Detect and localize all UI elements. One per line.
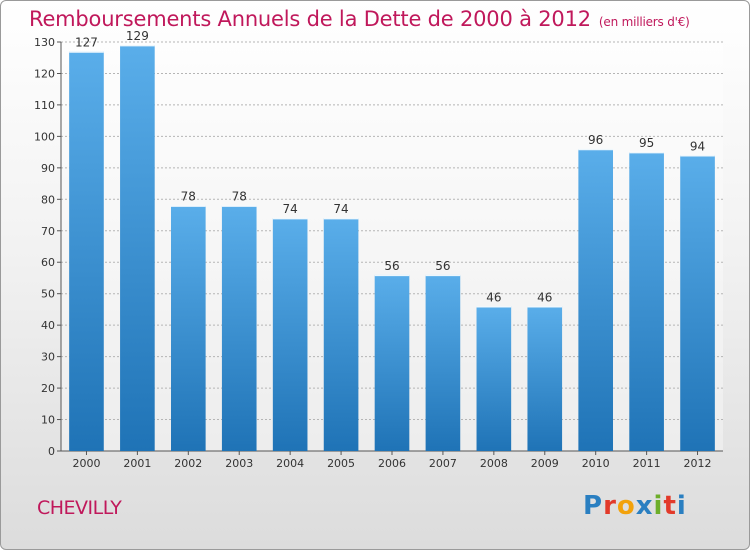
x-tick-label: 2005 — [327, 457, 355, 470]
bar — [374, 274, 410, 451]
bar — [425, 274, 461, 451]
y-tick-label: 0 — [48, 445, 55, 458]
bar — [527, 306, 563, 451]
y-tick-label: 70 — [41, 225, 55, 238]
data-label: 46 — [537, 290, 552, 304]
place-name: CHEVILLY — [37, 497, 122, 519]
data-label: 78 — [181, 190, 196, 204]
logo-letter: P — [583, 491, 604, 521]
y-tick-label: 90 — [41, 162, 55, 175]
y-tick-label: 100 — [34, 130, 55, 143]
logo-letter: i — [676, 491, 687, 521]
logo-letter: t — [663, 491, 677, 521]
y-tick-label: 130 — [34, 36, 55, 49]
x-tick-label: 2009 — [531, 457, 559, 470]
x-tick-label: 2008 — [480, 457, 508, 470]
chart-title-text: Remboursements Annuels de la Dette de 20… — [29, 7, 591, 31]
data-label: 46 — [486, 290, 501, 304]
y-tick-label: 30 — [41, 351, 55, 364]
bar — [170, 205, 206, 451]
bar — [476, 306, 512, 451]
logo-letter: r — [603, 491, 617, 521]
bar — [323, 218, 359, 451]
x-tick-label: 2006 — [378, 457, 406, 470]
x-tick-label: 2002 — [174, 457, 202, 470]
data-label: 56 — [384, 259, 399, 273]
proxiti-logo: Proxiti — [583, 491, 687, 521]
x-tick-label: 2001 — [123, 457, 151, 470]
y-tick-label: 10 — [41, 414, 55, 427]
chart-unit: (en milliers d'€) — [598, 15, 690, 29]
x-tick-label: 2012 — [684, 457, 712, 470]
x-tick-label: 2003 — [225, 457, 253, 470]
logo-letter: i — [653, 491, 664, 521]
data-label: 78 — [232, 190, 247, 204]
y-tick-label: 110 — [34, 99, 55, 112]
y-tick-label: 50 — [41, 288, 55, 301]
logo-letter: x — [635, 491, 654, 521]
data-label: 56 — [435, 259, 450, 273]
bar — [680, 155, 715, 451]
x-tick-label: 2010 — [582, 457, 610, 470]
data-label: 127 — [75, 35, 98, 49]
bar — [120, 45, 155, 452]
data-label: 74 — [333, 202, 348, 216]
data-label: 129 — [126, 29, 149, 43]
bar — [578, 148, 614, 451]
y-tick-label: 80 — [41, 193, 55, 206]
y-tick-label: 120 — [34, 67, 55, 80]
data-label: 94 — [690, 139, 705, 153]
data-label: 74 — [283, 202, 298, 216]
bar — [221, 205, 257, 451]
bar — [69, 51, 104, 451]
data-label: 96 — [588, 133, 603, 147]
bar — [629, 152, 664, 451]
x-tick-label: 2000 — [72, 457, 100, 470]
y-tick-label: 60 — [41, 256, 55, 269]
logo-letter: o — [616, 491, 636, 521]
data-label: 95 — [639, 136, 654, 150]
y-tick-label: 20 — [41, 382, 55, 395]
y-tick-label: 40 — [41, 319, 55, 332]
x-tick-label: 2011 — [633, 457, 661, 470]
bar — [272, 218, 308, 451]
chart-title: Remboursements Annuels de la Dette de 20… — [29, 7, 690, 31]
x-tick-label: 2004 — [276, 457, 304, 470]
x-tick-label: 2007 — [429, 457, 457, 470]
